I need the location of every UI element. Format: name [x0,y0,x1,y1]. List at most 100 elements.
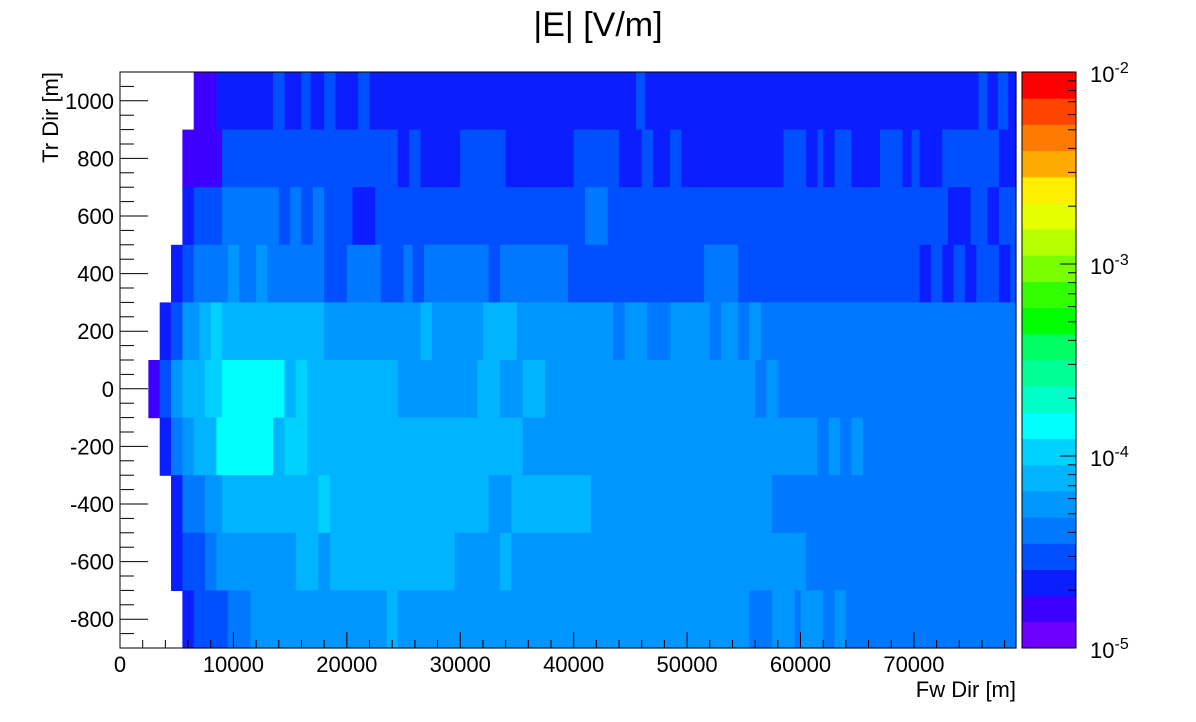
heatmap-cell [845,590,1017,649]
heatmap-cell [806,532,1017,591]
heatmap-cell [171,475,183,534]
heatmap-cell [318,532,331,591]
heatmap-cell [624,302,648,361]
heatmap-cell [488,475,512,534]
heatmap-cell [783,129,807,188]
colorbar-swatch [1022,517,1076,544]
heatmap-cell [210,302,223,361]
heatmap-cell [919,244,932,303]
colorbar-swatch [1022,202,1076,230]
x-tick-label: 20000 [316,652,377,677]
heatmap-cell [380,244,405,303]
heatmap-cell [420,302,433,361]
y-axis-label: Tr Dir [m] [38,72,63,163]
heatmap-cell [998,129,1017,188]
heatmap-cell [182,187,195,246]
heatmap-cell [290,187,303,246]
heatmap-cell [851,417,864,476]
heatmap-cell [511,532,807,591]
heatmap-cell [227,590,252,649]
heatmap-cell [505,129,575,188]
heatmap-cell [182,302,195,361]
heatmap-cell [284,72,303,131]
heatmap-cell [273,417,286,476]
colorbar-swatch [1022,412,1076,440]
heatmap-cell [397,360,478,419]
y-tick-label: -800 [70,607,114,632]
colorbar-swatch [1022,124,1076,152]
heatmap-cell [171,360,183,419]
y-tick-label: 0 [102,377,114,402]
heatmap-cell [1008,72,1017,131]
heatmap-cell [585,187,609,246]
heatmap-cell [182,129,206,188]
heatmap-cell [193,590,206,649]
heatmap-cell [227,360,286,419]
heatmap-cell [619,129,643,188]
heatmap-cell [760,302,773,361]
colorbar-labels: 10-5 10-4 10-3 10-2 [1090,60,1129,663]
colorbar-swatch [1022,229,1076,256]
heatmap-cell [834,590,847,649]
heatmap-cell [307,360,399,419]
heatmap-cell [454,532,501,591]
heatmap-cell [911,129,921,188]
y-tick-label: -600 [70,550,114,575]
heatmap-cell [310,72,325,131]
heatmap-cell [171,417,183,476]
heatmap-cell [997,72,1009,131]
heatmap-cell [386,590,399,649]
heatmap-cell [670,129,683,188]
heatmap-cell [998,244,1011,303]
heatmap-cell [738,302,751,361]
x-tick-label: 10000 [203,652,264,677]
colorbar-swatch [1022,595,1076,623]
y-tick-label: 800 [77,146,114,171]
heatmap-cell [499,244,569,303]
heatmap-cell [159,302,172,361]
heatmap-cell [777,360,1017,419]
heatmap-cell [431,302,484,361]
heatmap-cell [636,72,646,131]
heatmap-cell [182,475,206,534]
heatmap-cell [182,417,195,476]
heatmap-cell [222,360,229,419]
heatmap-cell [499,360,524,419]
heatmap-cell [488,244,501,303]
heatmap-cell [817,129,824,188]
x-tick-label: 70000 [883,652,944,677]
heatmap-cell [1010,244,1017,303]
heatmap-cell [222,475,320,534]
heatmap-cell [295,360,308,419]
colorbar-swatch [1022,543,1076,570]
heatmap-cell [998,187,1017,246]
x-tick-label: 0 [114,652,126,677]
heatmap-cell [159,417,172,476]
heatmap-cell [182,590,195,649]
colorbar-swatch [1022,360,1076,387]
heatmap-cell [205,590,229,649]
heatmap-cell [482,302,518,361]
x-axis-label: Fw Dir [m] [916,677,1016,702]
y-tick-label: 600 [77,204,114,229]
heatmap-cell [919,129,943,188]
heatmap-cell [222,302,325,361]
heatmap-cell [301,187,314,246]
heatmap-cell [267,244,325,303]
heatmap-cell [182,360,195,419]
heatmap-cell [250,590,388,649]
heatmap-cell [182,244,195,303]
heatmap-cell [794,590,802,649]
heatmap-cell [284,360,297,419]
heatmap-cell [346,244,382,303]
heatmap-cell [256,244,269,303]
heatmap-cell [397,129,410,188]
colorbar-frame [1021,71,1077,649]
heatmap-cell [284,417,308,476]
colorbar-label: 10-5 [1090,636,1129,663]
heatmap-cell [834,129,853,188]
y-tick-label: 400 [77,262,114,287]
heatmap-cell [193,187,206,246]
colorbar-swatch [1022,72,1076,99]
heatmap-cell [171,244,183,303]
